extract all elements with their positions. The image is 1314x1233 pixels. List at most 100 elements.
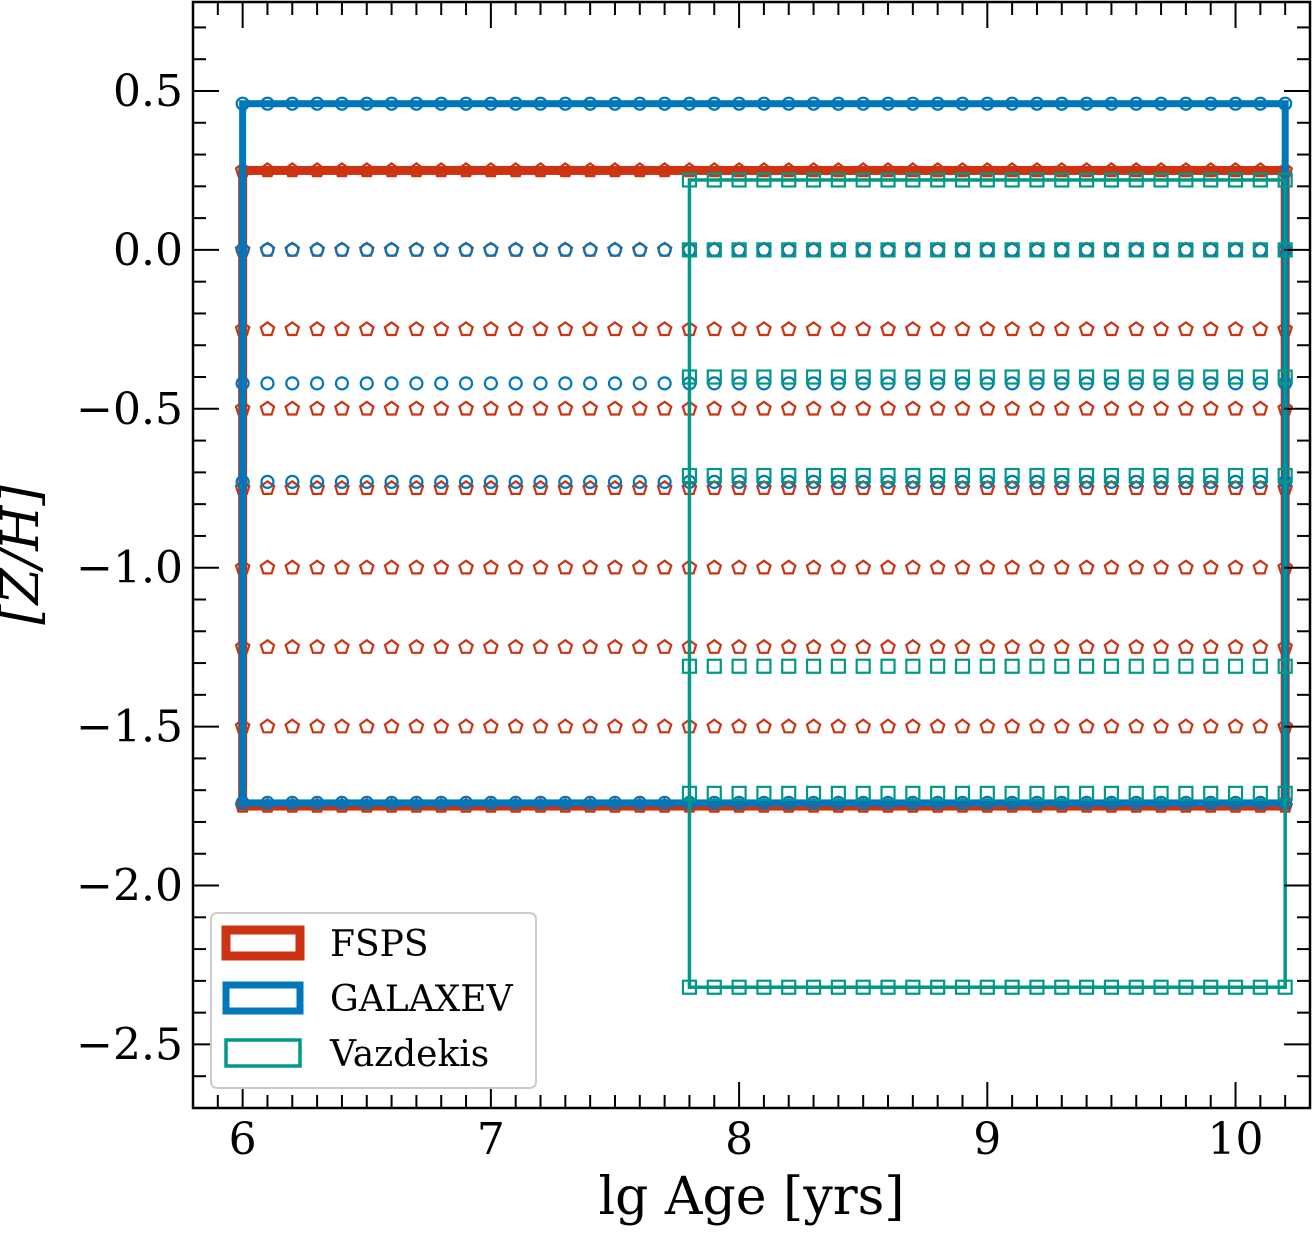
data-point-fsps — [1029, 400, 1045, 416]
data-point-vazdekis — [1004, 785, 1020, 801]
data-point-vazdekis — [979, 979, 995, 995]
data-point-vazdekis — [1277, 979, 1293, 995]
data-point-galaxev — [980, 96, 995, 111]
data-point-fsps — [830, 400, 847, 416]
data-point-galaxev — [384, 242, 399, 257]
data-point-galaxev — [310, 474, 325, 490]
data-point-vazdekis — [1078, 172, 1095, 188]
data-point-fsps — [259, 400, 276, 416]
data-point-fsps — [880, 400, 896, 416]
data-point-fsps — [433, 718, 450, 734]
data-point-vazdekis — [781, 785, 797, 801]
data-point-fsps — [284, 162, 301, 178]
data-point-fsps — [1153, 638, 1169, 654]
data-point-fsps — [1053, 718, 1070, 734]
data-point-galaxev — [558, 795, 573, 810]
data-point-vazdekis — [681, 369, 698, 385]
data-point-galaxev — [1079, 96, 1094, 111]
legend-label-fsps: FSPS — [330, 924, 429, 965]
data-point-fsps — [830, 718, 847, 734]
y-tick-label: −2.0 — [76, 861, 183, 912]
data-point-galaxev — [632, 376, 647, 391]
data-point-galaxev — [483, 242, 498, 257]
data-point-galaxev — [285, 376, 300, 391]
data-point-galaxev — [1129, 795, 1144, 810]
x-tick-label: 8 — [725, 1114, 753, 1165]
data-point-galaxev — [483, 795, 498, 810]
data-point-vazdekis — [1128, 242, 1144, 258]
data-point-vazdekis — [1078, 467, 1095, 484]
data-point-fsps — [855, 718, 872, 734]
data-point-galaxev — [285, 242, 300, 257]
data-point-fsps — [1153, 321, 1169, 337]
data-point-fsps — [507, 718, 524, 734]
data-point-vazdekis — [930, 369, 946, 385]
data-point-vazdekis — [706, 467, 722, 484]
data-point-galaxev — [285, 96, 300, 111]
data-point-fsps — [631, 718, 648, 734]
data-point-galaxev — [508, 376, 523, 391]
data-point-galaxev — [756, 795, 772, 810]
data-point-fsps — [482, 638, 499, 654]
data-point-fsps — [756, 718, 772, 734]
data-point-galaxev — [1253, 242, 1268, 257]
data-point-galaxev — [384, 96, 399, 111]
data-point-vazdekis — [880, 172, 896, 188]
x-axis-title: lg Age [yrs] — [598, 1167, 904, 1227]
data-point-vazdekis — [1004, 242, 1020, 258]
data-point-fsps — [408, 321, 425, 337]
data-point-vazdekis — [1054, 242, 1070, 258]
data-point-fsps — [904, 638, 921, 654]
data-point-fsps — [557, 638, 574, 654]
data-point-vazdekis — [1004, 172, 1020, 188]
data-point-galaxev — [1054, 795, 1069, 810]
data-point-vazdekis — [979, 369, 995, 385]
data-point-galaxev — [285, 474, 300, 490]
data-point-fsps — [706, 400, 723, 416]
data-point-fsps — [1103, 162, 1120, 178]
data-point-fsps — [1103, 400, 1120, 416]
data-point-fsps — [904, 559, 921, 575]
data-point-fsps — [458, 400, 474, 416]
data-point-vazdekis — [1153, 242, 1169, 258]
data-point-fsps — [507, 559, 524, 575]
data-point-galaxev — [434, 96, 449, 111]
data-point-fsps — [557, 718, 574, 734]
data-point-galaxev — [334, 96, 350, 111]
data-point-galaxev — [1278, 96, 1293, 111]
data-point-galaxev — [359, 242, 374, 257]
data-point-galaxev — [756, 96, 772, 111]
data-point-fsps — [358, 638, 375, 654]
data-point-galaxev — [955, 242, 970, 257]
data-point-vazdekis — [805, 242, 822, 258]
data-point-galaxev — [434, 795, 449, 810]
data-point-fsps — [408, 638, 425, 654]
data-point-fsps — [904, 162, 921, 178]
data-point-fsps — [1004, 718, 1021, 734]
data-point-fsps — [656, 638, 673, 654]
data-point-fsps — [1153, 162, 1169, 178]
data-point-galaxev — [558, 474, 573, 490]
data-point-vazdekis — [905, 369, 921, 385]
data-point-vazdekis — [1078, 979, 1095, 995]
data-point-vazdekis — [1128, 467, 1144, 484]
data-point-galaxev — [1203, 96, 1218, 111]
data-point-vazdekis — [1153, 369, 1169, 385]
data-point-vazdekis — [855, 467, 871, 484]
data-point-vazdekis — [954, 979, 971, 995]
data-point-fsps — [259, 162, 276, 178]
data-point-galaxev — [235, 96, 250, 111]
data-point-fsps — [309, 559, 326, 575]
data-point-vazdekis — [681, 658, 698, 674]
data-point-galaxev — [359, 376, 374, 391]
data-point-vazdekis — [681, 979, 698, 995]
data-point-galaxev — [856, 96, 871, 111]
data-point-fsps — [805, 321, 822, 337]
data-point-fsps — [855, 162, 872, 178]
data-point-vazdekis — [731, 467, 747, 484]
data-point-fsps — [904, 321, 921, 337]
data-point-vazdekis — [756, 785, 772, 801]
data-point-fsps — [656, 718, 673, 734]
data-point-vazdekis — [979, 658, 995, 674]
data-point-fsps — [309, 400, 326, 416]
